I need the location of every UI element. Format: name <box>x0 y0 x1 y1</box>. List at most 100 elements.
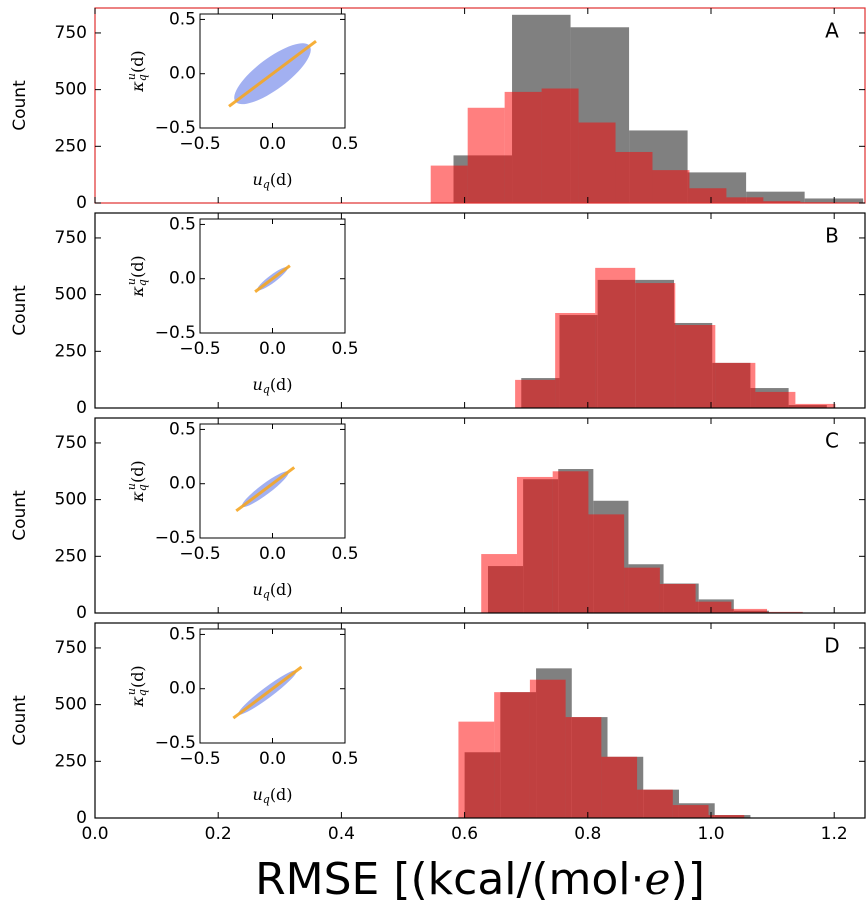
hist-bar <box>541 88 579 203</box>
label-part: (d) <box>128 50 147 73</box>
inset-x-tick-label: 0.5 <box>331 134 358 154</box>
label-part: κ <box>128 491 147 503</box>
y-tick-label: 0 <box>76 193 87 213</box>
label-part: (d) <box>128 255 147 278</box>
x-tick-label: 0.2 <box>205 824 232 844</box>
hist-bar <box>795 403 836 408</box>
hist-bar <box>726 197 764 203</box>
inset-frame <box>199 628 346 744</box>
y-tick-label: 250 <box>55 136 87 156</box>
inset-y-tick-label: 0.0 <box>169 269 196 289</box>
inset-y-tick-label: 0.5 <box>169 9 196 29</box>
hist-bar <box>689 188 727 203</box>
inset-x-label: uq(d) <box>252 580 292 602</box>
fit-line <box>254 264 291 293</box>
inset-x-tick-label: 0.5 <box>331 544 358 564</box>
x-tick-label: 0.6 <box>451 824 478 844</box>
inset-x-tick-label: 0.5 <box>331 749 358 769</box>
hist-bar <box>481 554 517 613</box>
plot-area <box>458 668 751 818</box>
inset-x-tick-label: 0.0 <box>259 134 286 154</box>
hist-bar <box>595 267 636 408</box>
hist-bar <box>529 679 566 818</box>
label-part: (d) <box>270 785 293 804</box>
hist-bar <box>652 170 690 203</box>
label-part: (d) <box>270 580 293 599</box>
y-tick-label: 0 <box>76 398 87 418</box>
y-tick-label: 250 <box>55 546 87 566</box>
hist-bar <box>430 165 468 203</box>
inset-y-tick-label: 0.5 <box>169 419 196 439</box>
label-part: q <box>136 279 149 286</box>
label-part: e <box>645 854 671 905</box>
inset-x-label: uq(d) <box>252 375 292 397</box>
hist-bar <box>555 312 596 408</box>
inset-x-tick-label: 0.0 <box>259 544 286 564</box>
y-axis-label: Count <box>10 695 30 746</box>
inset-x-tick-label: −0.5 <box>179 134 220 154</box>
label-part: q <box>263 793 270 806</box>
y-tick-label: 750 <box>55 23 87 43</box>
x-axis-label: RMSE [(kcal/(mol·e)] <box>255 854 705 906</box>
inset-frame <box>199 423 346 539</box>
inset-y-tick-label: −0.5 <box>155 528 196 548</box>
label-part: q <box>136 689 149 696</box>
label-part: )] <box>671 854 705 905</box>
hist-bar <box>755 391 796 408</box>
x-tick-label: 0.8 <box>574 824 601 844</box>
hist-bar <box>695 601 732 613</box>
panel-frame <box>94 622 866 819</box>
inset-y-tick-label: −0.5 <box>155 118 196 138</box>
label-part: u <box>252 170 262 189</box>
hist-bar <box>615 151 653 203</box>
fit-line <box>232 665 303 720</box>
label-part: u <box>252 785 262 804</box>
y-axis-label: Count <box>10 80 30 131</box>
hist-bar <box>458 721 495 818</box>
inset-x-tick-label: 0.0 <box>259 749 286 769</box>
y-tick-label: 500 <box>55 285 87 305</box>
inset-y-tick-label: 0.0 <box>169 679 196 699</box>
y-tick-label: 250 <box>55 751 87 771</box>
y-tick-label: 250 <box>55 341 87 361</box>
inset-y-tick-label: −0.5 <box>155 323 196 343</box>
hist-bar <box>659 583 696 613</box>
hist-bar <box>504 91 542 203</box>
hist-bar <box>494 692 530 818</box>
hist-bar <box>746 191 805 203</box>
plot-area <box>430 14 864 203</box>
y-tick-label: 0 <box>76 808 87 828</box>
hist-bar <box>708 815 745 818</box>
label-part: q <box>263 588 270 601</box>
label-part: (d) <box>128 665 147 688</box>
y-tick-label: 500 <box>55 490 87 510</box>
inset-frame <box>199 218 346 334</box>
y-tick-label: 0 <box>76 603 87 623</box>
y-tick-label: 500 <box>55 695 87 715</box>
label-part: RMSE [(kcal/(mol· <box>255 854 644 905</box>
x-tick-label: 0.4 <box>328 824 355 844</box>
label-part: q <box>136 74 149 81</box>
label-part: u <box>125 73 138 80</box>
label-part: κ <box>128 286 147 298</box>
label-part: (d) <box>270 170 293 189</box>
label-part: u <box>125 688 138 695</box>
y-tick-label: 750 <box>55 228 87 248</box>
panel-frame <box>94 417 866 614</box>
x-tick-label: 1.0 <box>697 824 724 844</box>
hist-bar <box>675 325 716 408</box>
inset-y-tick-label: −0.5 <box>155 733 196 753</box>
y-tick-label: 750 <box>55 433 87 453</box>
plot-area <box>481 469 803 613</box>
inset-y-tick-label: 0.5 <box>169 624 196 644</box>
hist-bar <box>565 717 602 818</box>
inset-y-tick-label: 0.0 <box>169 474 196 494</box>
label-part: q <box>263 383 270 396</box>
label-part: u <box>125 278 138 285</box>
hist-bar <box>731 608 768 613</box>
hist-bar <box>578 122 616 203</box>
panel-label: A <box>825 19 839 43</box>
panel-label: D <box>824 634 839 658</box>
plot-area <box>515 267 836 408</box>
